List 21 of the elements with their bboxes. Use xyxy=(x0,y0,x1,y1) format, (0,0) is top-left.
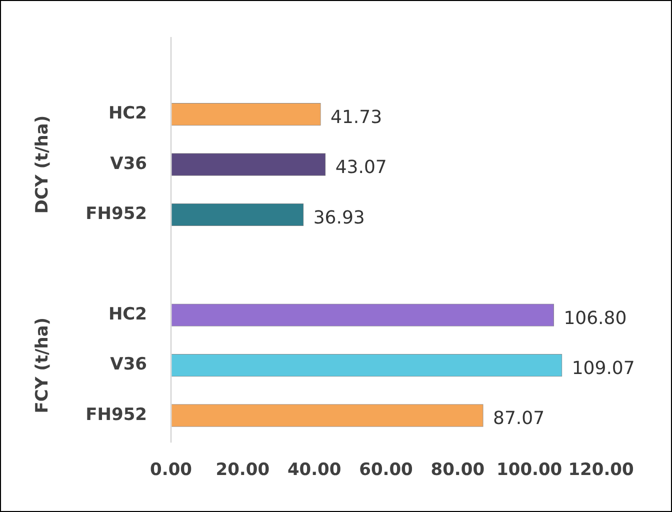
data-label: 36.93 xyxy=(313,207,365,228)
text: DCY (t/ha) xyxy=(32,115,52,214)
y-tick-label: HC2 xyxy=(108,104,147,124)
x-tick-label: 60.00 xyxy=(359,460,414,480)
x-tick-label: 40.00 xyxy=(287,460,342,480)
x-tick-label: 120.00 xyxy=(568,460,634,480)
y-tick-label: V36 xyxy=(110,354,147,375)
data-label: 43.07 xyxy=(335,157,387,178)
x-tick-label: 100.00 xyxy=(496,460,562,480)
y-tick-label: FH952 xyxy=(86,404,147,425)
x-tick-label: 20.00 xyxy=(216,460,270,480)
data-label: 106.80 xyxy=(564,308,627,329)
data-label: 41.73 xyxy=(330,106,382,128)
text: FCY (t/ha) xyxy=(32,317,52,414)
x-tick-label: 0.00 xyxy=(150,460,192,480)
y-tick-label: FH952 xyxy=(86,204,147,224)
y-tick-label: V36 xyxy=(110,154,147,174)
y-tick-label: HC2 xyxy=(108,304,147,325)
x-tick-label: 80.00 xyxy=(430,460,485,480)
data-label: 109.07 xyxy=(572,358,635,379)
data-label: 87.07 xyxy=(493,408,545,430)
